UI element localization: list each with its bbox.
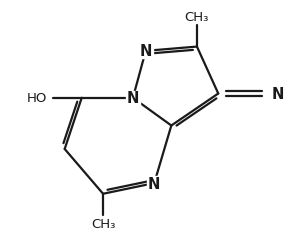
Text: CH₃: CH₃ (185, 11, 209, 24)
Text: N: N (127, 91, 139, 106)
Text: CH₃: CH₃ (91, 217, 115, 230)
Bar (147, 177, 161, 190)
Text: N: N (148, 176, 160, 191)
Bar (139, 45, 153, 58)
Text: N: N (140, 44, 152, 59)
Text: N: N (272, 87, 284, 102)
Text: HO: HO (27, 92, 48, 105)
Bar (126, 91, 140, 105)
